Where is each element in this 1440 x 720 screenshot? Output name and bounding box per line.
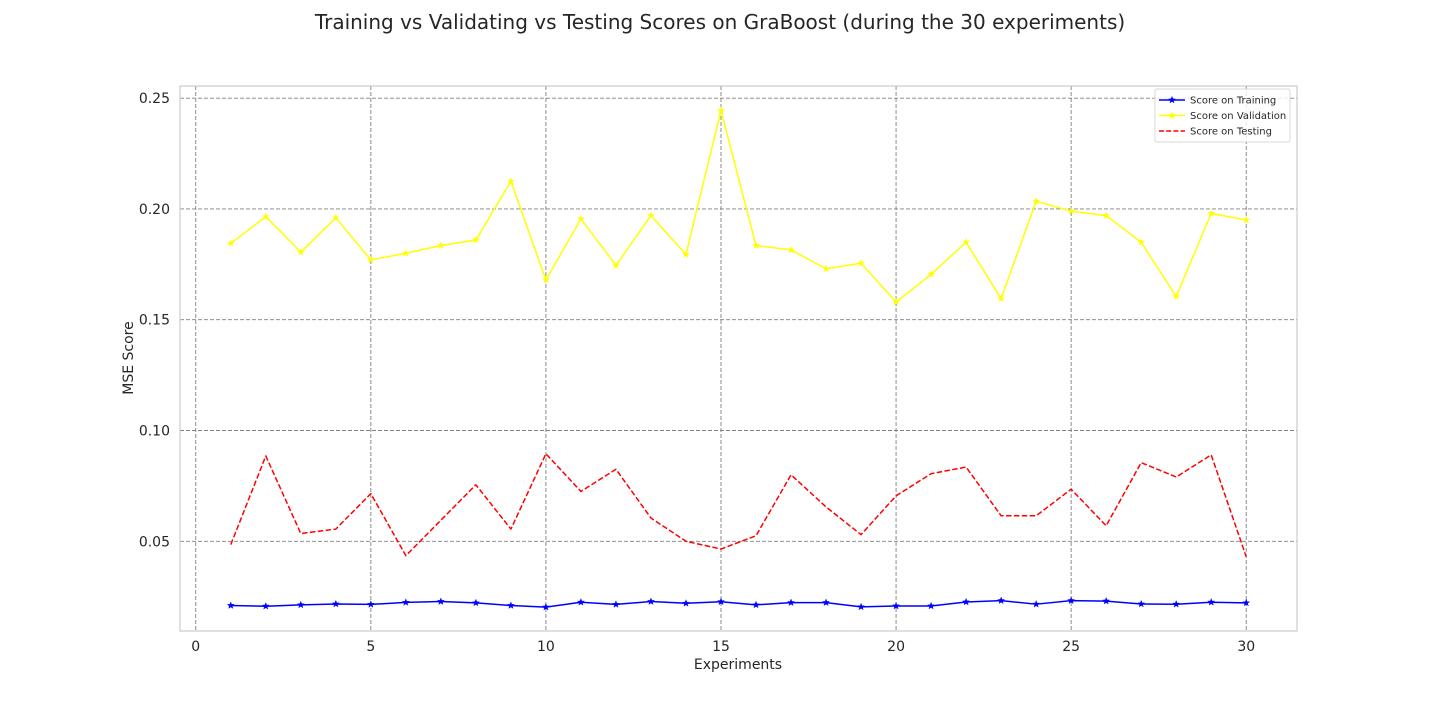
series-line-score-on-validation (230, 109, 1247, 303)
data-point (997, 294, 1006, 303)
data-point (261, 602, 270, 610)
data-point (927, 270, 936, 278)
data-point (1172, 292, 1181, 300)
data-point (752, 241, 760, 249)
data-point (541, 602, 550, 611)
data-point (1207, 598, 1216, 606)
data-point (1032, 197, 1041, 205)
legend-label-score-on-training: Score on Training (1190, 96, 1276, 107)
y-tick-label: 0.20 (139, 202, 170, 218)
y-tick-label: 0.10 (139, 424, 170, 440)
data-point (1067, 596, 1076, 605)
data-point (646, 211, 655, 219)
data-point (1242, 598, 1251, 607)
data-point (296, 247, 305, 256)
data-point (857, 259, 866, 267)
data-point (401, 598, 410, 606)
data-point (611, 261, 620, 269)
data-point (366, 255, 375, 264)
data-point (261, 212, 270, 221)
legend-label-score-on-validation: Score on Validation (1190, 111, 1286, 122)
data-point (1102, 596, 1111, 605)
legend-items: Score on Training Score on Validation Scor… (1159, 96, 1286, 138)
series-layer (226, 106, 1251, 611)
data-point (682, 250, 690, 258)
data-point (506, 601, 515, 609)
legend-marker-score-on-validation (1168, 111, 1176, 119)
data-point (331, 599, 340, 608)
data-point (1172, 600, 1181, 608)
data-point (892, 297, 901, 306)
x-tick-label: 15 (712, 639, 730, 655)
legend: Score on Training Score on Validation Scor… (1154, 88, 1291, 143)
data-point (822, 598, 831, 607)
data-point (787, 245, 795, 254)
y-tick-label: 0.15 (139, 313, 170, 329)
data-point (576, 598, 585, 606)
data-point (962, 597, 971, 606)
y-tick-label: 0.25 (139, 91, 170, 107)
data-point (1137, 238, 1146, 246)
data-point (471, 598, 480, 607)
series-line-score-on-training (230, 599, 1247, 608)
y-axis-label: MSE Score (121, 321, 137, 394)
x-tick-label: 0 (191, 639, 200, 655)
data-point (1032, 600, 1041, 608)
data-point (892, 601, 901, 610)
series-score-on-validation (226, 106, 1251, 306)
x-axis-label: Experiments (694, 657, 782, 673)
data-point (471, 235, 480, 244)
series-line-score-on-testing (230, 453, 1247, 558)
data-point (717, 597, 725, 606)
data-point (436, 597, 445, 605)
data-point (1242, 215, 1251, 224)
data-point (927, 601, 936, 610)
data-point (366, 600, 375, 608)
tick-labels: 0 5 10 15 20 25 30 0.05 0.10 0.15 0.20 0.25 (139, 91, 1255, 655)
data-point (1102, 211, 1111, 219)
x-tick-label: 10 (537, 639, 555, 655)
data-point (1067, 206, 1076, 215)
data-point (857, 602, 866, 611)
data-point (331, 213, 340, 222)
data-point (997, 596, 1006, 605)
data-point (436, 241, 445, 249)
legend-label-score-on-testing: Score on Testing (1190, 127, 1272, 138)
legend-marker-score-on-training (1168, 95, 1176, 104)
plot-frame (179, 85, 1298, 632)
data-point (1207, 209, 1216, 217)
data-point (822, 264, 831, 273)
data-point (226, 239, 235, 247)
data-point (576, 214, 585, 223)
grid (180, 86, 1297, 631)
data-point (611, 600, 620, 608)
data-point (752, 600, 760, 609)
x-tick-label: 30 (1237, 639, 1255, 655)
y-tick-label: 0.05 (139, 534, 170, 550)
data-point (787, 598, 795, 607)
data-point (646, 597, 655, 605)
chart-title: Training vs Validating vs Testing Scores… (314, 10, 1125, 34)
data-point (226, 601, 235, 609)
data-point (1137, 599, 1146, 608)
x-tick-label: 25 (1062, 639, 1080, 655)
data-point (682, 599, 690, 607)
data-point (296, 600, 305, 609)
series-score-on-testing (230, 453, 1247, 558)
data-point (962, 238, 971, 246)
series-score-on-training (226, 596, 1251, 611)
x-tick-label: 20 (887, 639, 905, 655)
data-point (541, 275, 550, 284)
data-point (506, 177, 515, 185)
x-tick-label: 5 (366, 639, 375, 655)
data-point (401, 249, 410, 257)
data-point (717, 106, 725, 114)
legend-box (1154, 88, 1291, 143)
